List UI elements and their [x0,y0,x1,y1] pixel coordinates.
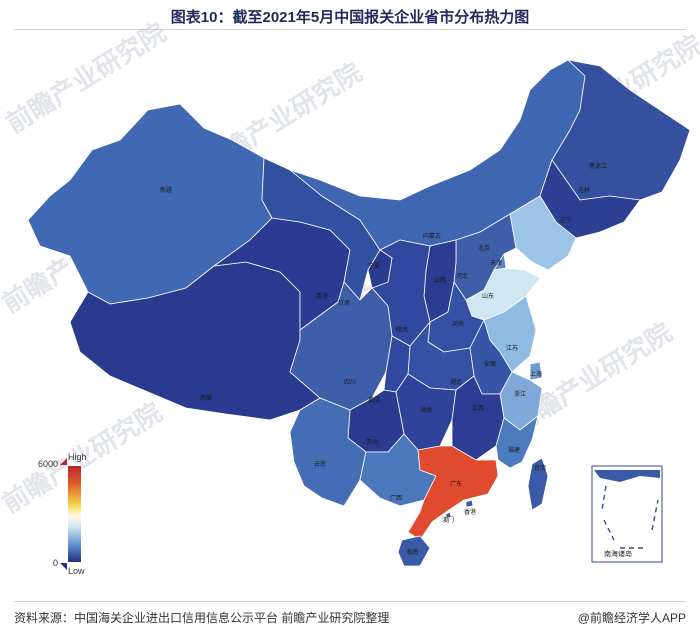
region-label-23: 湖南 [420,406,432,414]
credit-note: @前瞻经济学人APP [577,611,686,625]
south-sea-inset-coast [594,470,660,482]
region-label-10: 河北 [456,272,468,280]
region-label-26: 贵州 [366,438,378,446]
region-25 [495,414,539,469]
region-31 [527,457,549,511]
region-label-30: 海南 [406,548,418,556]
region-label-21: 四川 [344,379,356,386]
region-label-31: 台湾 [534,464,546,472]
region-label-15: 河南 [452,320,464,328]
legend-high-label: High [68,452,87,462]
region-label-6: 吉林 [578,186,590,194]
region-label-4: 内蒙古 [423,232,441,240]
south-sea-inset-dash [601,485,659,549]
region-label-19: 湖北 [450,378,462,386]
region-label-20: 浙江 [514,390,526,398]
region-29 [407,445,499,541]
legend-min-value: 0 [53,558,59,568]
region-label-14: 山东 [482,292,494,300]
region-17 [529,361,543,381]
region-label-8: 北京 [478,244,490,252]
region-label-1: 西藏 [200,394,212,402]
region-label-16: 江苏 [506,344,518,352]
region-33 [445,511,452,519]
region-label-5: 黑龙江 [589,162,607,170]
region-13 [367,249,393,289]
source-note: 资料来源：中国海关企业进出口信用信息公示平台 前瞻产业研究院整理 [14,611,390,625]
region-label-32: 香港 [464,508,476,516]
legend-low-arrow [60,563,67,570]
legend-max-value: 6000 [38,459,59,469]
region-27 [289,397,367,507]
region-label-22: 重庆 [368,396,380,404]
south-sea-inset-label: 南海诸岛 [604,549,632,558]
region-label-27: 云南 [314,460,326,468]
title-divider [14,29,686,30]
south-sea-inset-frame [591,465,663,563]
region-label-2: 青海 [316,292,328,300]
chart-title: 图表10：截至2021年5月中国报关企业省市分布热力图 [170,9,530,26]
region-label-24: 江西 [472,405,484,412]
region-label-0: 新疆 [160,186,172,194]
region-30 [397,535,431,567]
region-label-33: 澳门 [442,516,454,524]
legend-low-label: Low [68,566,85,576]
region-label-29: 广东 [450,480,462,488]
region-32 [465,499,474,508]
region-label-11: 山西 [434,276,446,284]
legend-high-arrow [60,458,67,465]
region-label-25: 福建 [508,446,520,454]
region-label-18: 安徽 [484,360,496,368]
region-label-3: 甘肃 [338,299,350,307]
region-label-13: 宁夏 [368,262,380,270]
region-label-12: 陕西 [396,326,408,334]
region-label-7: 辽宁 [560,216,572,224]
legend-color-scale [68,466,81,562]
region-label-9: 天津 [490,260,502,267]
footer-divider [14,601,686,602]
region-label-28: 广西 [390,494,402,502]
region-label-17: 上海 [530,370,542,378]
